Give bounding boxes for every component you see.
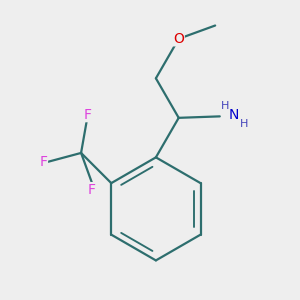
Text: F: F — [83, 108, 91, 122]
Text: O: O — [173, 32, 184, 46]
Text: F: F — [39, 155, 47, 169]
Text: H: H — [240, 119, 248, 129]
Text: H: H — [221, 101, 230, 111]
Text: F: F — [88, 183, 96, 197]
Text: N: N — [229, 108, 239, 122]
